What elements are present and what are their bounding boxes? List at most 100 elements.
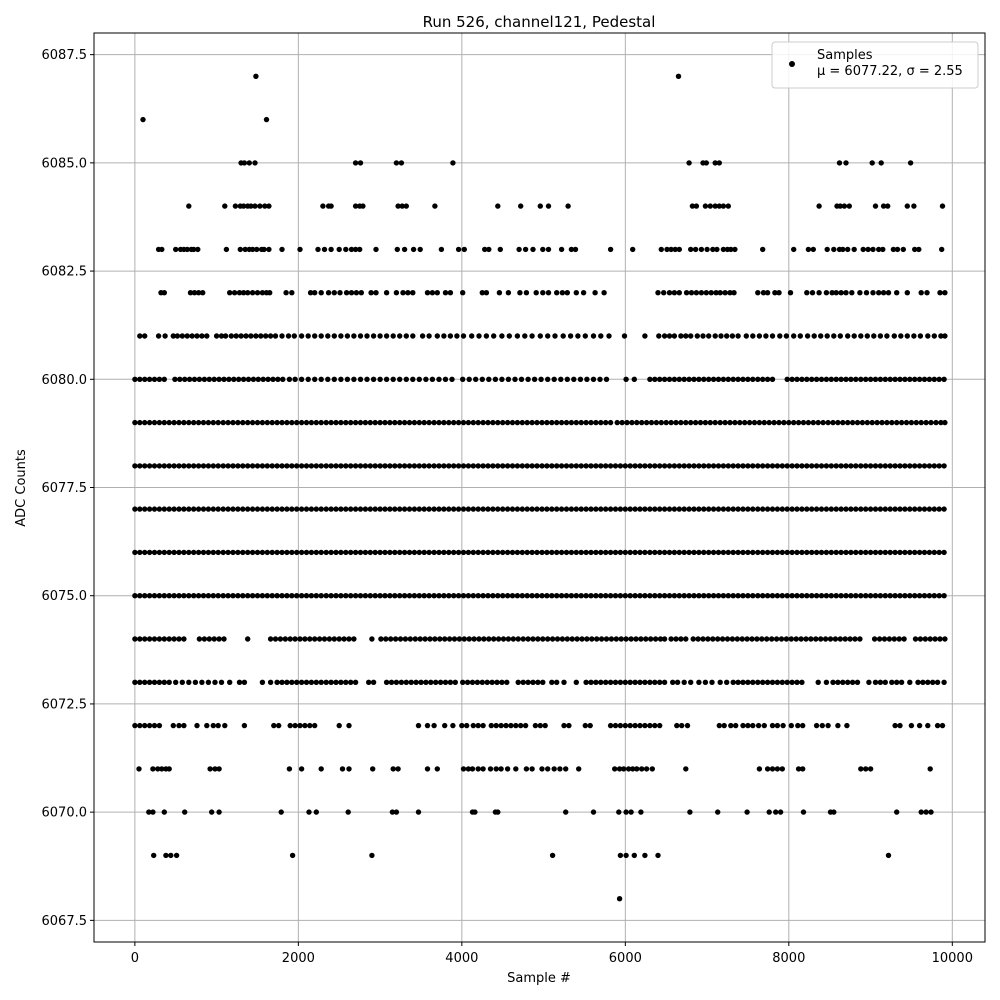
data-point	[298, 419, 305, 426]
data-point	[841, 203, 848, 209]
data-point	[259, 679, 266, 685]
data-point	[848, 506, 854, 512]
data-point	[305, 333, 311, 339]
data-point	[406, 506, 413, 512]
data-point	[809, 549, 815, 556]
data-point	[417, 636, 423, 642]
data-point	[941, 376, 947, 382]
data-point	[343, 549, 349, 556]
data-point	[393, 160, 400, 166]
data-point	[370, 333, 377, 339]
data-point	[848, 376, 854, 382]
data-point	[666, 333, 673, 339]
data-point	[632, 549, 638, 556]
data-point	[323, 506, 329, 512]
data-point	[262, 203, 268, 209]
data-point	[308, 593, 315, 599]
data-point	[132, 549, 138, 556]
data-point	[410, 246, 417, 253]
data-point	[480, 766, 486, 772]
data-point	[441, 593, 447, 599]
data-point	[328, 246, 334, 253]
data-point	[181, 463, 187, 469]
data-point	[783, 333, 790, 339]
data-point	[804, 463, 810, 469]
data-point	[892, 593, 898, 599]
data-point	[912, 593, 918, 599]
data-point	[142, 549, 148, 556]
data-point	[166, 549, 172, 556]
data-point	[800, 809, 807, 815]
data-point	[838, 593, 844, 599]
data-point	[460, 290, 466, 296]
data-point	[781, 419, 787, 426]
data-point	[838, 549, 844, 556]
data-point	[877, 549, 884, 556]
data-point	[218, 679, 225, 685]
data-point	[724, 679, 730, 685]
data-point	[480, 506, 486, 512]
data-point	[603, 506, 609, 512]
data-point	[216, 809, 222, 815]
data-point	[598, 506, 604, 512]
data-point	[622, 593, 628, 599]
data-point	[505, 636, 512, 642]
data-point	[887, 463, 893, 469]
data-point	[563, 419, 570, 426]
data-point	[475, 593, 481, 599]
data-point	[867, 376, 874, 382]
data-point	[348, 506, 354, 512]
data-point	[788, 722, 794, 729]
data-point	[276, 722, 282, 729]
data-point	[191, 290, 198, 296]
data-point	[676, 549, 682, 556]
data-point	[774, 722, 781, 729]
data-point	[936, 549, 942, 556]
data-point	[813, 593, 820, 599]
data-point	[907, 463, 913, 469]
data-point	[811, 333, 817, 339]
data-point	[657, 593, 663, 599]
data-point	[156, 506, 163, 512]
data-point	[240, 376, 247, 382]
data-point	[367, 463, 373, 469]
data-point	[691, 593, 697, 599]
data-point	[392, 506, 398, 512]
data-point	[789, 593, 795, 599]
data-point	[735, 593, 741, 599]
data-point	[670, 679, 676, 685]
data-point	[403, 679, 409, 685]
data-point	[195, 506, 202, 512]
data-point	[916, 722, 923, 729]
data-point	[411, 593, 418, 599]
data-point	[490, 549, 496, 556]
data-point	[938, 333, 944, 339]
data-point	[549, 593, 555, 599]
data-point	[346, 636, 352, 642]
data-point	[673, 419, 679, 426]
data-point	[191, 506, 197, 512]
data-point	[432, 636, 438, 642]
data-point	[750, 463, 756, 469]
data-point	[343, 246, 349, 253]
data-point	[607, 593, 614, 599]
data-point	[746, 419, 753, 426]
data-point	[397, 636, 404, 642]
data-point	[142, 722, 148, 729]
data-point	[312, 376, 318, 382]
data-point	[727, 419, 733, 426]
data-point	[671, 593, 678, 599]
data-point	[333, 463, 339, 469]
data-point	[419, 333, 426, 339]
data-point	[397, 506, 403, 512]
data-point	[789, 376, 795, 382]
x-tick-label: 8000	[772, 951, 805, 966]
data-point	[652, 636, 659, 642]
data-point	[931, 333, 937, 339]
data-point	[393, 679, 400, 685]
data-point	[864, 419, 870, 426]
data-point	[684, 722, 691, 729]
y-axis-title: ADC Counts	[14, 449, 29, 527]
data-point	[774, 549, 781, 556]
